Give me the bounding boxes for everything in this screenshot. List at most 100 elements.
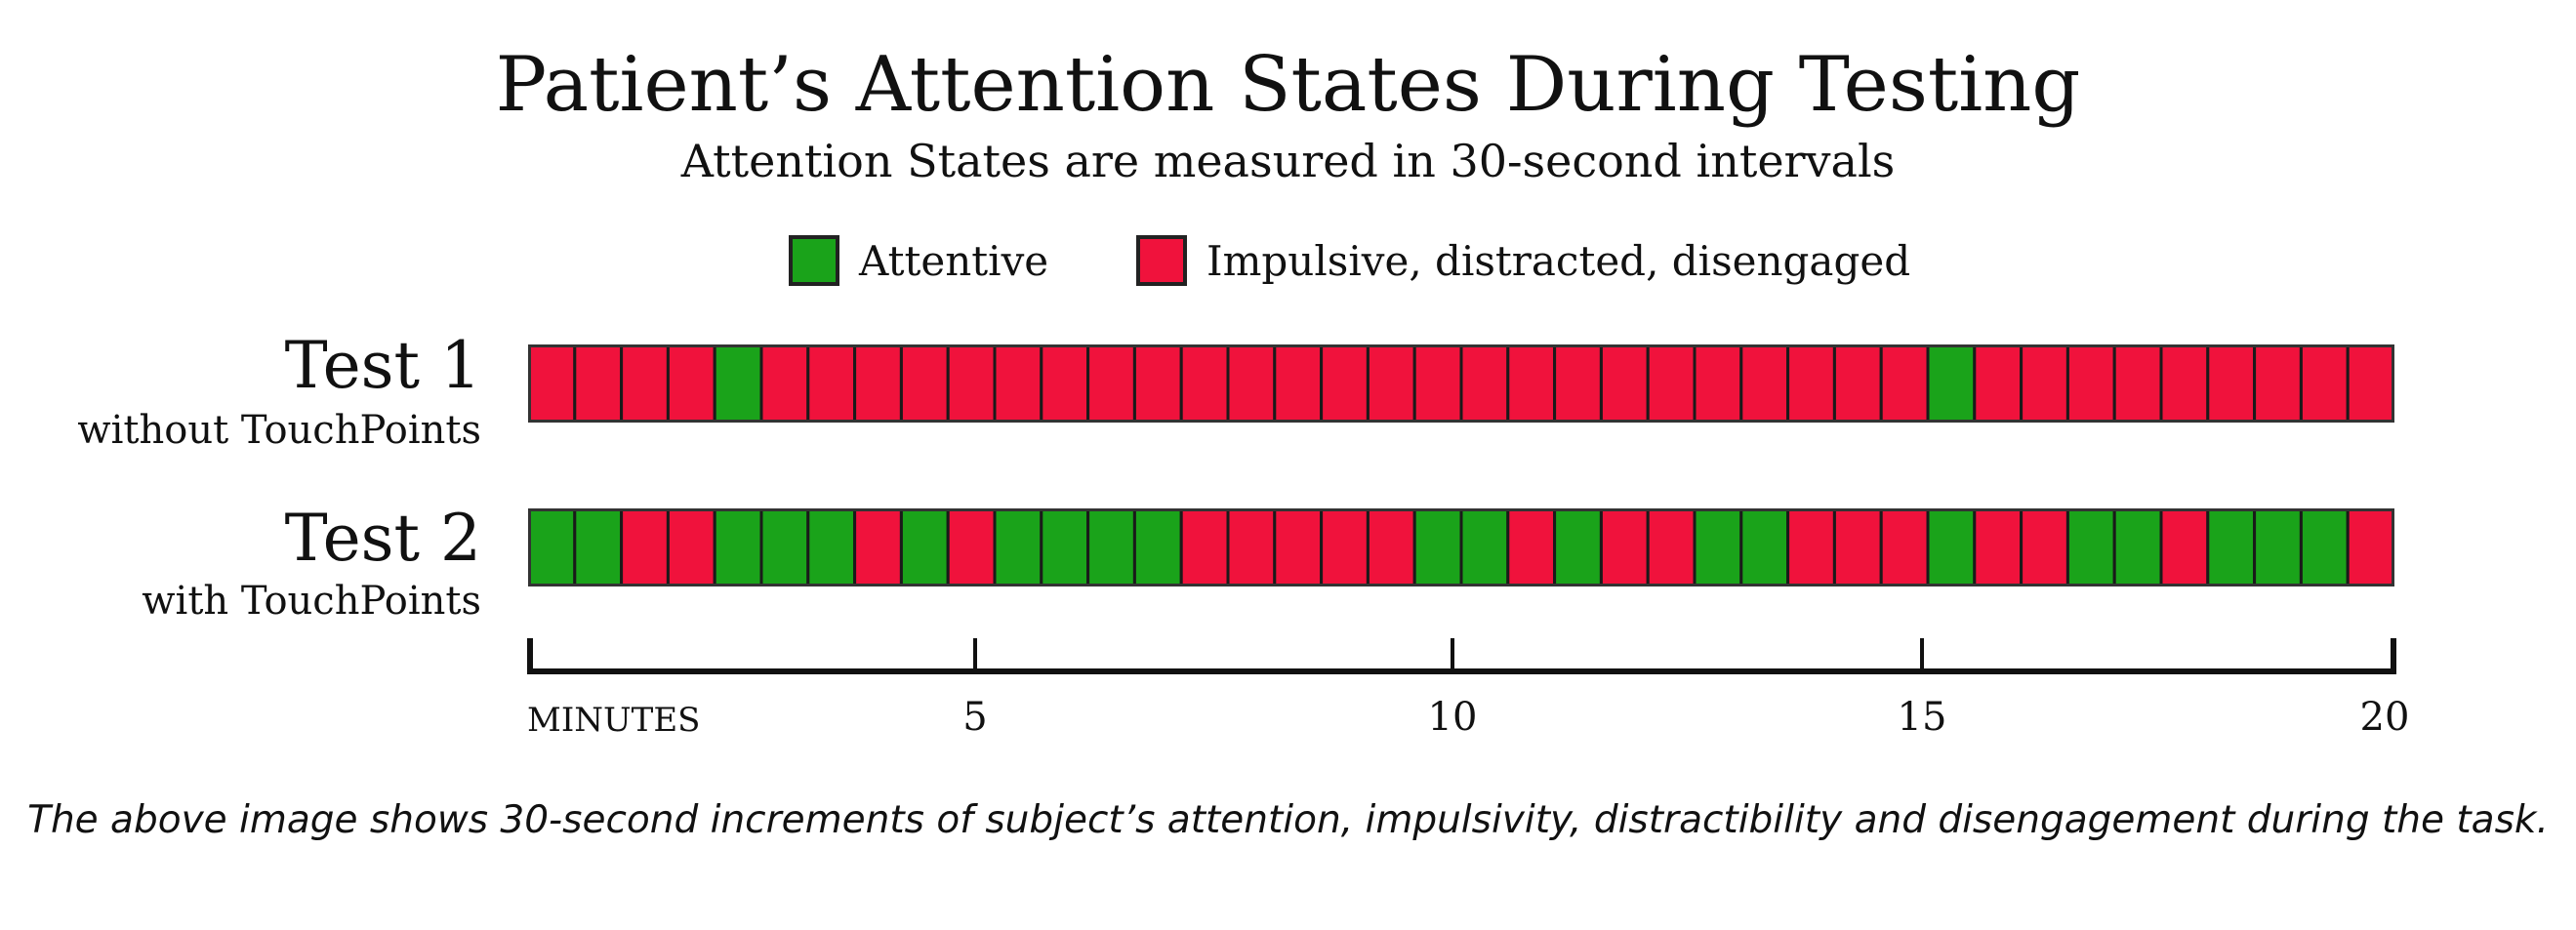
- interval-cell: [1879, 344, 1930, 423]
- interval-cell: [1926, 344, 1977, 423]
- interval-cell: [666, 508, 716, 586]
- interval-cell: [1973, 344, 2024, 423]
- interval-cell: [1226, 508, 1277, 586]
- row-subtitle-test-2: with TouchPoints: [142, 579, 481, 624]
- interval-cell: [946, 508, 997, 586]
- interval-cell: [1786, 508, 1836, 586]
- interval-cell: [1226, 344, 1277, 423]
- interval-cell: [1412, 344, 1463, 423]
- interval-cell: [2020, 508, 2069, 586]
- interval-cell: [1739, 344, 1790, 423]
- interval-cell: [806, 344, 857, 423]
- interval-cell: [2346, 344, 2394, 423]
- legend-label-impulsive: Impulsive, distracted, disengaged: [1206, 236, 1911, 285]
- interval-cell: [1786, 344, 1836, 423]
- interval-cell: [1693, 344, 1743, 423]
- chart-caption: The above image shows 30-second incremen…: [27, 798, 2549, 842]
- tick-label-5: 5: [962, 695, 988, 740]
- interval-cell: [2112, 508, 2163, 586]
- legend-item-impulsive: Impulsive, distracted, disengaged: [1136, 234, 1910, 287]
- interval-cell: [2253, 508, 2303, 586]
- interval-cell: [2299, 508, 2350, 586]
- legend-label-attentive: Attentive: [859, 236, 1049, 285]
- interval-cell: [1320, 508, 1370, 586]
- interval-cell: [1832, 344, 1883, 423]
- chart-subtitle: Attention States are measured in 30-seco…: [680, 135, 1896, 187]
- interval-cell: [1599, 508, 1650, 586]
- interval-cell: [573, 344, 624, 423]
- interval-cell: [573, 508, 624, 586]
- interval-cell: [1693, 508, 1743, 586]
- interval-cell: [1366, 508, 1416, 586]
- interval-cell: [1506, 508, 1557, 586]
- interval-cell: [1320, 344, 1370, 423]
- interval-cell: [620, 508, 670, 586]
- interval-cell: [1179, 344, 1230, 423]
- interval-cell: [1273, 344, 1324, 423]
- interval-cell: [2020, 344, 2069, 423]
- interval-cell: [2346, 508, 2394, 586]
- interval-cell: [1179, 508, 1230, 586]
- interval-cell: [1553, 508, 1603, 586]
- attention-bar-test-1: [528, 344, 2394, 423]
- interval-cell: [666, 344, 716, 423]
- interval-cell: [1366, 344, 1416, 423]
- interval-cell: [853, 344, 903, 423]
- interval-cell: [993, 508, 1043, 586]
- interval-cell: [1273, 508, 1324, 586]
- row-title-test-2: Test 2: [284, 501, 481, 576]
- tick-label-20: 20: [2359, 695, 2410, 740]
- interval-cell: [759, 508, 810, 586]
- interval-cell: [2206, 344, 2257, 423]
- interval-cell: [1412, 508, 1463, 586]
- interval-cell: [2206, 508, 2257, 586]
- interval-cell: [899, 508, 950, 586]
- row-title-test-1: Test 1: [284, 328, 481, 403]
- interval-cell: [2159, 508, 2210, 586]
- interval-cell: [1599, 344, 1650, 423]
- interval-cell: [1086, 344, 1136, 423]
- interval-cell: [1040, 344, 1090, 423]
- interval-cell: [1553, 344, 1603, 423]
- interval-cell: [1086, 508, 1136, 586]
- x-axis-label: MINUTES: [527, 701, 701, 740]
- interval-cell: [2299, 344, 2350, 423]
- interval-cell: [853, 508, 903, 586]
- interval-cell: [1459, 344, 1510, 423]
- interval-cell: [1646, 344, 1697, 423]
- interval-cell: [713, 508, 763, 586]
- interval-cell: [2253, 344, 2303, 423]
- interval-cell: [899, 344, 950, 423]
- interval-cell: [1739, 508, 1790, 586]
- interval-cell: [1879, 508, 1930, 586]
- interval-cell: [1832, 508, 1883, 586]
- interval-cell: [1646, 508, 1697, 586]
- interval-cell: [993, 344, 1043, 423]
- interval-cell: [806, 508, 857, 586]
- tick-label-15: 15: [1897, 695, 1947, 740]
- interval-cell: [2159, 344, 2210, 423]
- legend-swatch-impulsive: [1136, 235, 1187, 286]
- row-subtitle-test-1: without TouchPoints: [77, 408, 481, 453]
- interval-cell: [946, 344, 997, 423]
- interval-cell: [620, 344, 670, 423]
- interval-cell: [1132, 344, 1183, 423]
- interval-cell: [2065, 344, 2116, 423]
- interval-cell: [1926, 508, 1977, 586]
- interval-cell: [528, 508, 577, 586]
- legend-swatch-attentive: [789, 235, 839, 286]
- legend-item-attentive: Attentive: [789, 234, 1048, 287]
- bar-outline: [528, 508, 2394, 586]
- attention-bar-test-2: [528, 508, 2394, 586]
- interval-cell: [1973, 508, 2024, 586]
- time-axis: [527, 638, 2396, 674]
- interval-cell: [2065, 508, 2116, 586]
- interval-cell: [1506, 344, 1557, 423]
- interval-cell: [2112, 344, 2163, 423]
- interval-cell: [713, 344, 763, 423]
- interval-cell: [1459, 508, 1510, 586]
- interval-cell: [1040, 508, 1090, 586]
- interval-cell: [759, 344, 810, 423]
- bar-outline: [528, 344, 2394, 423]
- tick-label-10: 10: [1427, 695, 1478, 740]
